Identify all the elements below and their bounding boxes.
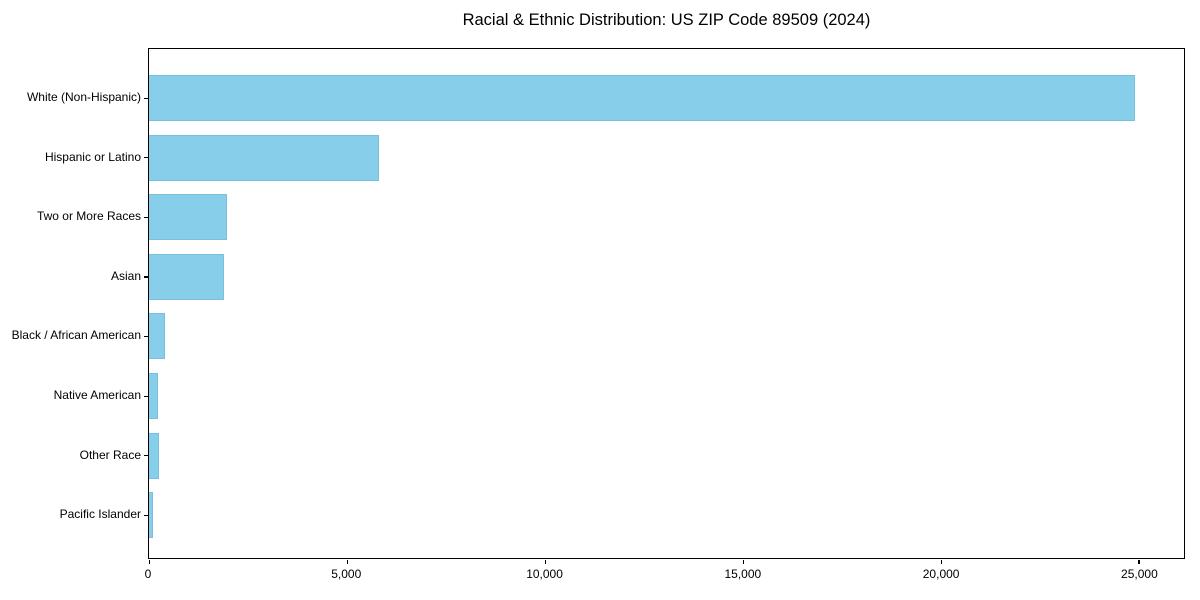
y-tick-mark: [143, 216, 148, 218]
x-tick-mark: [544, 559, 547, 564]
x-tick-label: 5,000: [331, 567, 362, 581]
bar: [149, 194, 227, 241]
bar: [149, 373, 159, 419]
y-tick-label: Black / African American: [11, 328, 141, 343]
y-tick-label: White (Non-Hispanic): [26, 90, 141, 104]
y-tick-label: Hispanic or Latino: [44, 149, 141, 164]
y-tick-label: Asian: [110, 268, 141, 283]
x-tick-label: 10,000: [526, 567, 563, 581]
bar: [149, 253, 224, 300]
y-tick-label: Pacific Islander: [59, 507, 141, 522]
bar: [149, 75, 1135, 121]
x-tick-mark: [149, 559, 151, 564]
y-tick-label: Two or More Races: [36, 209, 141, 224]
bar: [149, 432, 160, 479]
y-tick-mark: [143, 276, 148, 278]
x-tick-label: 20,000: [922, 567, 960, 581]
x-tick-label: 25,000: [1121, 567, 1158, 581]
x-tick-label: 0: [144, 567, 152, 581]
bar: [149, 134, 379, 181]
chart-title: Racial & Ethnic Distribution: US ZIP Cod…: [462, 11, 871, 29]
bar: [149, 492, 154, 539]
x-tick-mark: [346, 559, 349, 564]
y-tick-mark: [143, 395, 148, 397]
y-tick-mark: [143, 335, 148, 338]
x-tick-mark: [940, 559, 942, 564]
y-tick-label: Other Race: [79, 447, 141, 462]
y-tick-mark: [143, 514, 148, 516]
x-tick-mark: [1138, 559, 1140, 564]
y-tick-mark: [143, 97, 148, 99]
x-tick-mark: [742, 559, 744, 564]
y-tick-mark: [143, 157, 148, 159]
bar: [149, 313, 165, 360]
plot-area: [143, 48, 1185, 564]
y-tick-label: Native American: [53, 388, 141, 402]
x-tick-label: 15,000: [724, 567, 762, 581]
y-tick-mark: [143, 455, 148, 457]
